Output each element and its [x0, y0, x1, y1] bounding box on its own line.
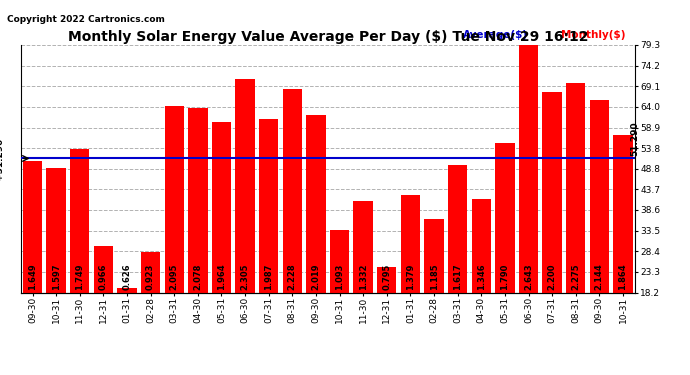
Bar	[401, 195, 420, 292]
Bar	[141, 252, 160, 292]
Bar	[70, 149, 90, 292]
Bar	[448, 165, 467, 292]
Bar	[590, 100, 609, 292]
Text: 1.346: 1.346	[477, 264, 486, 291]
Text: 51.290: 51.290	[631, 122, 640, 156]
Bar	[353, 201, 373, 292]
Bar	[424, 219, 444, 292]
Text: 1.649: 1.649	[28, 264, 37, 291]
Text: 1.864: 1.864	[618, 264, 627, 291]
Text: 1.379: 1.379	[406, 264, 415, 291]
Text: 2.643: 2.643	[524, 264, 533, 291]
Bar	[94, 246, 113, 292]
Text: 2.144: 2.144	[595, 264, 604, 291]
Bar	[46, 168, 66, 292]
Text: Copyright 2022 Cartronics.com: Copyright 2022 Cartronics.com	[7, 15, 165, 24]
Text: 0.966: 0.966	[99, 264, 108, 291]
Bar	[117, 288, 137, 292]
Bar	[566, 84, 585, 292]
Bar	[235, 80, 255, 292]
Text: 2.200: 2.200	[548, 264, 557, 291]
Text: Monthly($): Monthly($)	[561, 30, 626, 40]
Text: 2.095: 2.095	[170, 264, 179, 291]
Bar	[212, 122, 231, 292]
Text: 2.078: 2.078	[193, 264, 202, 291]
Text: 1.332: 1.332	[359, 264, 368, 291]
Text: 1.749: 1.749	[75, 264, 84, 291]
Bar	[519, 37, 538, 292]
Bar	[283, 89, 302, 292]
Bar	[377, 267, 397, 292]
Text: 0.795: 0.795	[382, 264, 391, 291]
Text: 1.093: 1.093	[335, 264, 344, 291]
Text: 0.923: 0.923	[146, 264, 155, 291]
Text: 2.275: 2.275	[571, 264, 580, 291]
Bar	[495, 143, 515, 292]
Text: 0.626: 0.626	[123, 264, 132, 291]
Bar	[330, 230, 349, 292]
Bar	[164, 106, 184, 292]
Bar	[23, 161, 42, 292]
Text: 1.790: 1.790	[500, 264, 509, 291]
Text: 1.597: 1.597	[52, 264, 61, 291]
Text: 1.964: 1.964	[217, 264, 226, 291]
Bar	[471, 199, 491, 292]
Text: 2.228: 2.228	[288, 264, 297, 291]
Bar	[188, 108, 208, 292]
Title: Monthly Solar Energy Value Average Per Day ($) Tue Nov 29 16:12: Monthly Solar Energy Value Average Per D…	[68, 30, 588, 44]
Bar	[259, 119, 278, 292]
Bar	[542, 92, 562, 292]
Bar	[613, 135, 633, 292]
Text: 2.305: 2.305	[241, 264, 250, 291]
Bar	[306, 115, 326, 292]
Text: 1.987: 1.987	[264, 264, 273, 291]
Text: 1.617: 1.617	[453, 264, 462, 291]
Text: 1.185: 1.185	[430, 264, 439, 291]
Text: +51.290: +51.290	[0, 137, 4, 180]
Text: Average($): Average($)	[463, 30, 528, 40]
Text: 2.019: 2.019	[311, 264, 320, 291]
